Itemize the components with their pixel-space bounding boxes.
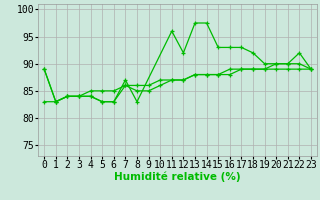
X-axis label: Humidité relative (%): Humidité relative (%) (114, 172, 241, 182)
